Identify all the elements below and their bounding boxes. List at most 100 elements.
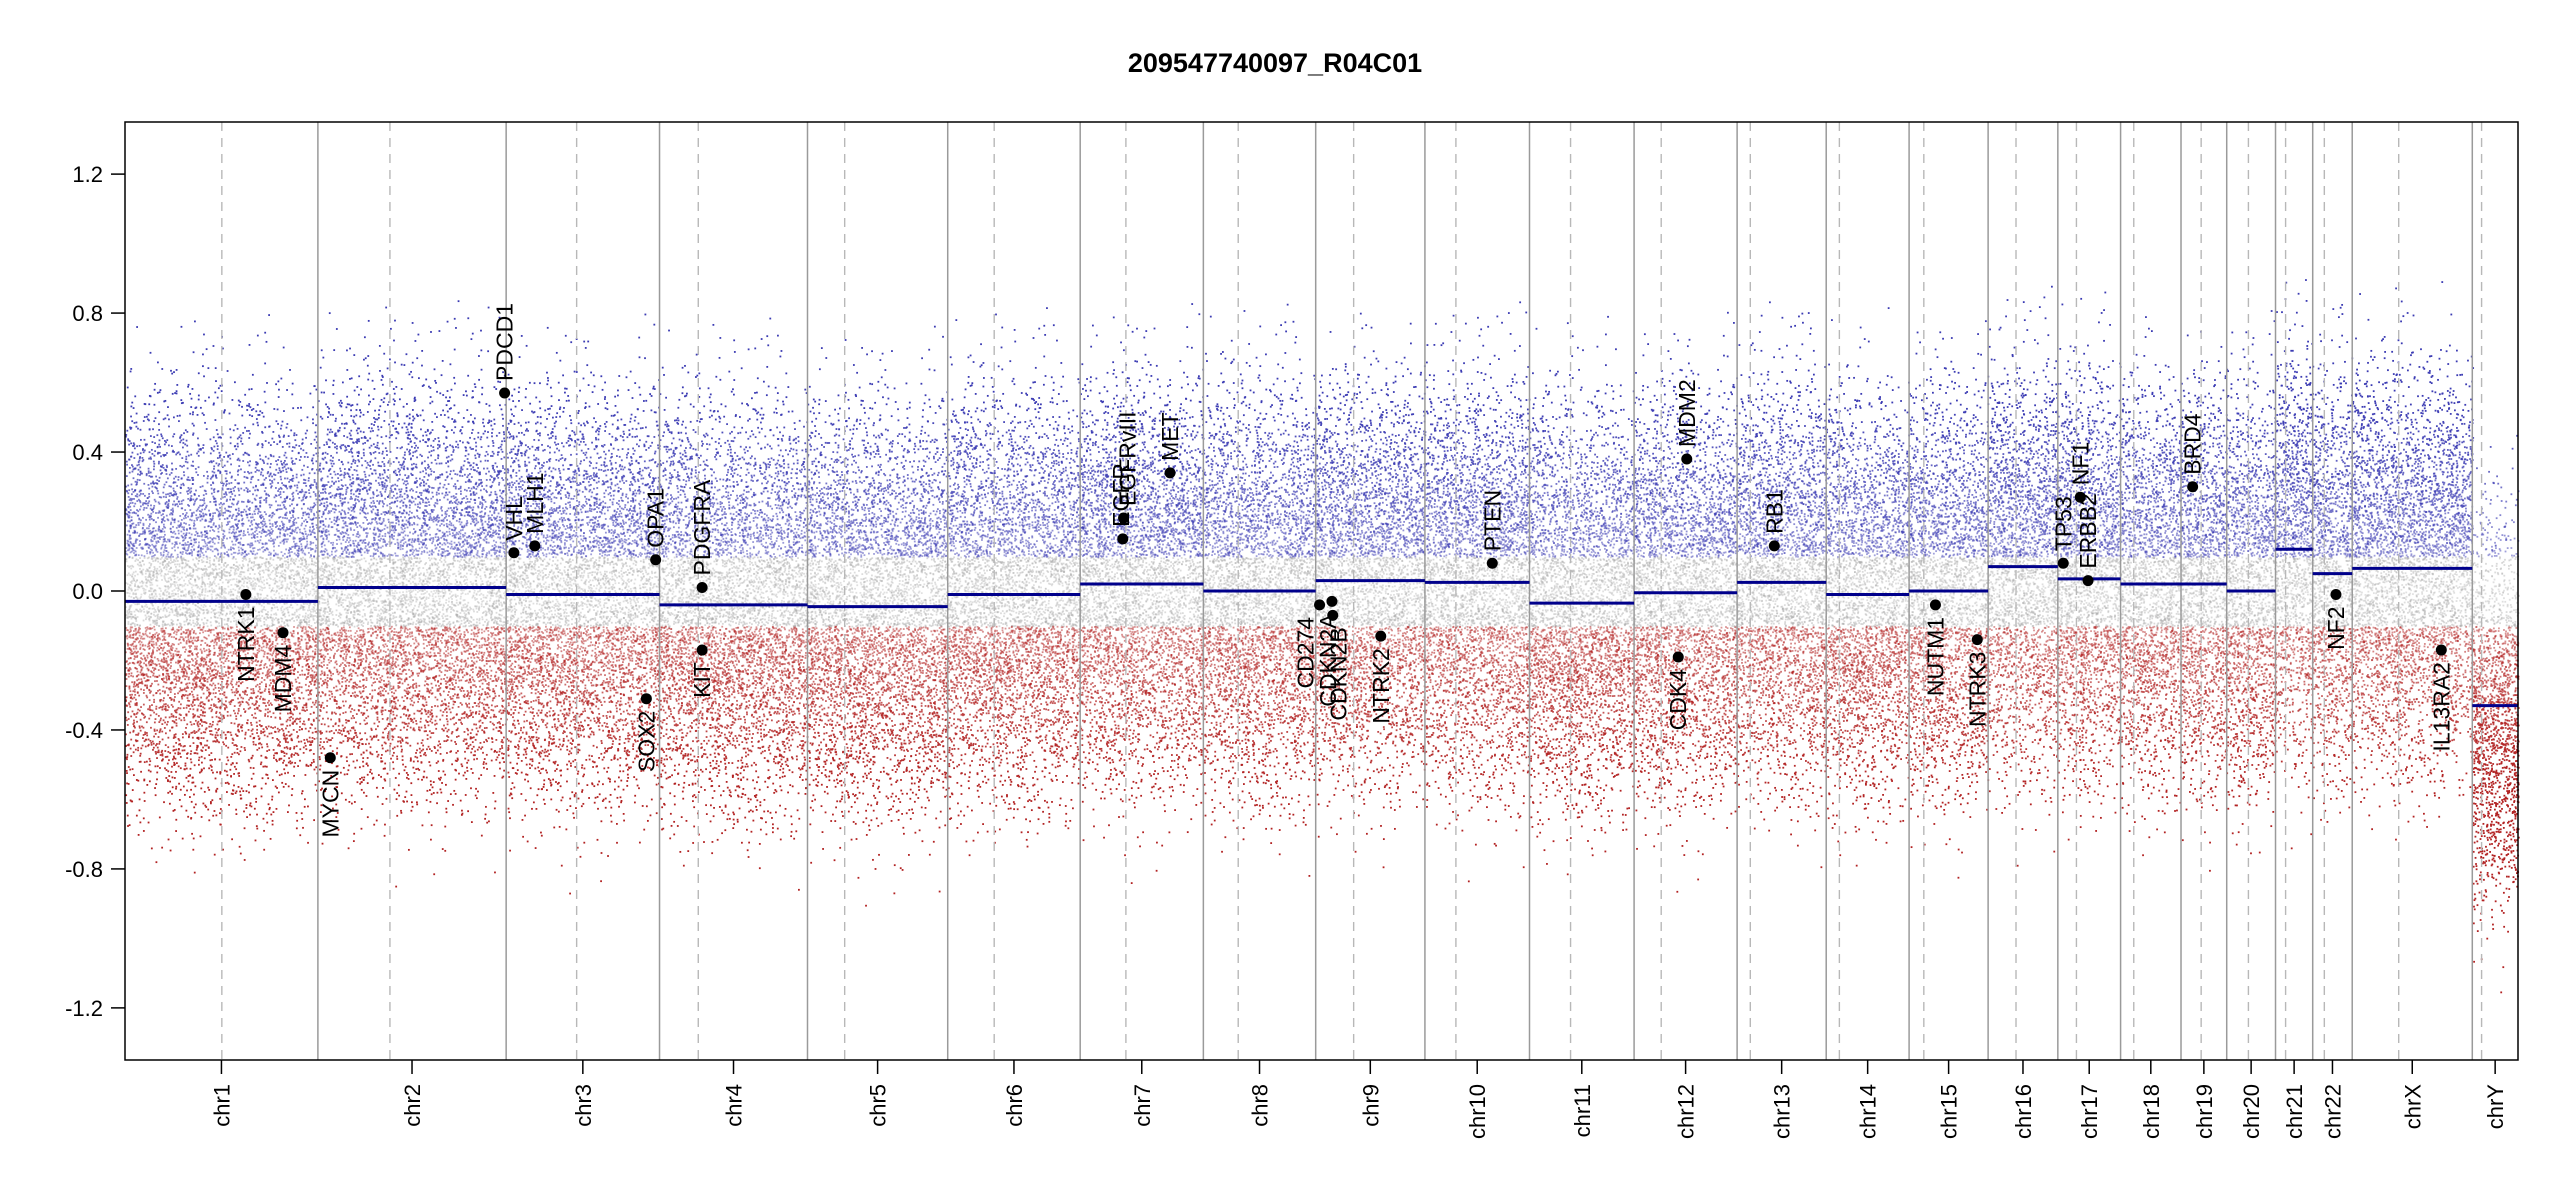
probe-point: [210, 549, 212, 551]
probe-point: [163, 551, 165, 553]
probe-point: [170, 486, 172, 488]
probe-point: [253, 519, 255, 521]
probe-point: [284, 574, 286, 576]
probe-point: [267, 702, 269, 704]
probe-point: [201, 518, 203, 520]
probe-point: [191, 551, 193, 553]
probe-point: [174, 578, 176, 580]
probe-point: [217, 433, 219, 435]
probe-point: [176, 503, 178, 505]
probe-point: [270, 838, 272, 840]
probe-point: [227, 625, 229, 627]
probe-point: [223, 642, 225, 644]
probe-point: [209, 501, 211, 503]
probe-point: [265, 709, 267, 711]
probe-point: [265, 609, 267, 611]
probe-point: [210, 621, 212, 623]
probe-point: [307, 842, 309, 844]
probe-point: [295, 558, 297, 560]
probe-point: [314, 577, 316, 579]
probe-point: [181, 434, 183, 436]
probe-point: [132, 573, 134, 575]
probe-point: [139, 635, 141, 637]
probe-point: [219, 593, 221, 595]
probe-point: [133, 686, 135, 688]
probe-point: [176, 634, 178, 636]
probe-point: [144, 740, 146, 742]
probe-point: [251, 502, 253, 504]
probe-point: [279, 504, 281, 506]
probe-point: [211, 716, 213, 718]
probe-point: [291, 635, 293, 637]
probe-point: [209, 673, 211, 675]
probe-point: [298, 497, 300, 499]
probe-point: [304, 798, 306, 800]
probe-point: [165, 569, 167, 571]
probe-point: [153, 712, 155, 714]
probe-point: [184, 443, 186, 445]
probe-point: [273, 811, 275, 813]
probe-point: [185, 458, 187, 460]
probe-point: [311, 670, 313, 672]
probe-point: [288, 615, 290, 617]
probe-point: [180, 399, 182, 401]
probe-point: [265, 705, 267, 707]
probe-point: [312, 406, 314, 408]
probe-point: [271, 732, 273, 734]
probe-point: [177, 753, 179, 755]
probe-point: [306, 624, 308, 626]
probe-point: [189, 745, 191, 747]
probe-point: [255, 471, 257, 473]
probe-point: [154, 404, 156, 406]
probe-point: [126, 802, 128, 804]
cnv-plot: 209547740097_R04C01 NTRK1 MDM4MYCNPDCD1VH…: [0, 0, 2550, 1200]
probe-point: [158, 461, 160, 463]
probe-point: [307, 547, 309, 549]
probe-point: [175, 819, 177, 821]
probe-point: [202, 631, 204, 633]
probe-point: [148, 739, 150, 741]
probe-point: [181, 503, 183, 505]
probe-point: [291, 457, 293, 459]
probe-point: [146, 655, 148, 657]
probe-point: [304, 528, 306, 530]
probe-point: [283, 760, 285, 762]
probe-point: [222, 533, 224, 535]
probe-point: [153, 465, 155, 467]
probe-point: [230, 589, 232, 591]
probe-point: [272, 525, 274, 527]
probe-point: [211, 594, 213, 596]
probe-point: [153, 641, 155, 643]
probe-point: [246, 804, 248, 806]
probe-point: [260, 536, 262, 538]
probe-point: [296, 745, 298, 747]
probe-point: [136, 679, 138, 681]
probe-point: [156, 624, 158, 626]
probe-point: [259, 511, 261, 513]
probe-point: [126, 525, 128, 527]
probe-point: [216, 771, 218, 773]
probe-point: [179, 563, 181, 565]
probe-point: [197, 563, 199, 565]
probe-point: [232, 487, 234, 489]
chart-title: 209547740097_R04C01: [1128, 48, 1422, 78]
probe-point: [232, 742, 234, 744]
probe-point: [184, 509, 186, 511]
probe-point: [193, 351, 195, 353]
probe-point: [239, 598, 241, 600]
probe-point: [253, 550, 255, 552]
probe-point: [250, 517, 252, 519]
probe-point: [198, 541, 200, 543]
probe-point: [165, 676, 167, 678]
probe-point: [227, 521, 229, 523]
probe-point: [137, 573, 139, 575]
probe-point: [158, 663, 160, 665]
probe-point: [219, 507, 221, 509]
probe-point: [305, 626, 307, 628]
probe-point: [239, 694, 241, 696]
probe-point: [262, 643, 264, 645]
probe-point: [135, 481, 137, 483]
probe-point: [262, 766, 264, 768]
probe-point: [228, 549, 230, 551]
probe-point: [243, 811, 245, 813]
